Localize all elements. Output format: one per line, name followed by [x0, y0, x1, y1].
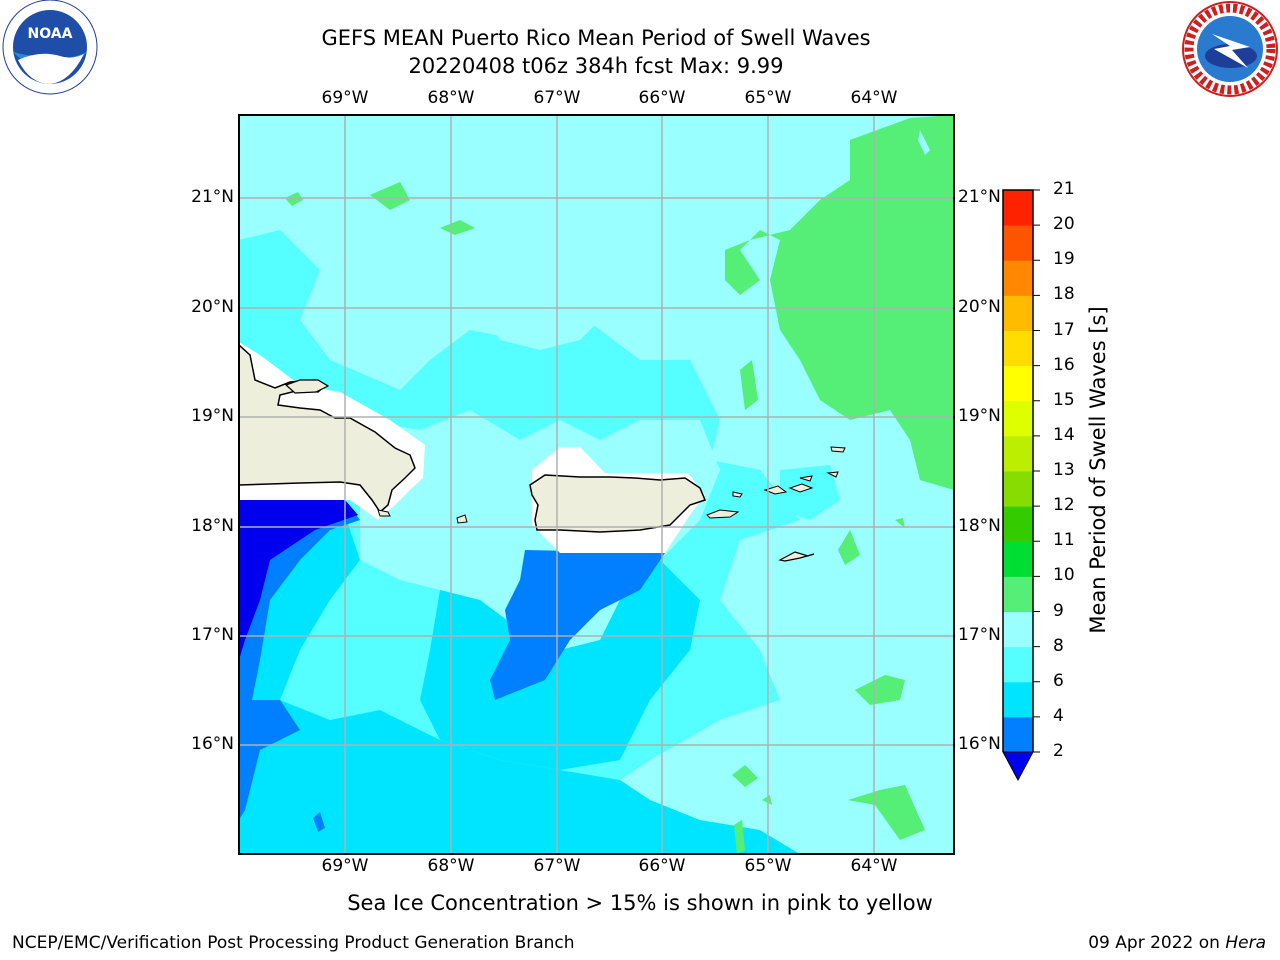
- colorbar-tick-label: 20: [1053, 214, 1075, 235]
- colorbar-segment: [1003, 716, 1033, 753]
- colorbar-segment: [1003, 576, 1033, 612]
- lat-label-right: 18°N: [958, 516, 1001, 536]
- lat-label-left: 20°N: [191, 297, 234, 317]
- lat-label-right: 21°N: [958, 187, 1001, 207]
- colorbar-segment: [1003, 365, 1033, 402]
- colorbar-tick-label: 18: [1053, 284, 1075, 305]
- lon-label-bottom: 68°W: [427, 856, 475, 876]
- lon-label-bottom: 66°W: [638, 856, 686, 876]
- map-frame: [238, 114, 955, 855]
- colorbar-tick-label: 2: [1053, 741, 1064, 761]
- colorbar: [1002, 189, 1040, 782]
- lon-label-top: 67°W: [533, 88, 581, 108]
- colorbar-tick-label: 11: [1053, 530, 1075, 551]
- lon-label-top: 69°W: [321, 88, 369, 108]
- colorbar-tick-label: 6: [1053, 670, 1064, 691]
- colorbar-tick-label: 15: [1053, 389, 1075, 410]
- colorbar-segment: [1003, 190, 1033, 226]
- colorbar-segment: [1003, 646, 1033, 683]
- lon-label-bottom: 64°W: [850, 856, 898, 876]
- colorbar-segment: [1003, 330, 1033, 367]
- colorbar-tick-label: 14: [1053, 424, 1075, 445]
- colorbar-segment: [1003, 435, 1033, 472]
- swell-period-field: [239, 115, 954, 854]
- nws-logo: [1182, 1, 1278, 97]
- colorbar-tick-label: 21: [1053, 179, 1075, 199]
- footer-branch: NCEP/EMC/Verification Post Processing Pr…: [12, 933, 575, 953]
- colorbar-segment: [1003, 400, 1033, 437]
- colorbar-min-extension: [1002, 751, 1034, 782]
- colorbar-tick-label: 17: [1053, 319, 1075, 340]
- colorbar-tick-label: 19: [1053, 249, 1075, 270]
- lat-label-left: 16°N: [191, 734, 234, 754]
- colorbar-segment: [1003, 471, 1033, 507]
- lon-label-bottom: 69°W: [321, 856, 369, 876]
- footer-date-text: 09 Apr 2022 on: [1088, 933, 1220, 953]
- lon-label-top: 68°W: [427, 88, 475, 108]
- lon-label-top: 64°W: [850, 88, 898, 108]
- lon-label-top: 66°W: [638, 88, 686, 108]
- colorbar-segment: [1003, 506, 1033, 542]
- svg-text:NOAA: NOAA: [28, 26, 73, 42]
- colorbar-tick-label: 13: [1053, 460, 1075, 480]
- lat-label-left: 21°N: [191, 187, 234, 207]
- chart-title-line2: 20220408 t06z 384h fcst Max: 9.99: [408, 54, 784, 78]
- colorbar-tick-label: 10: [1053, 565, 1075, 586]
- lat-label-right: 19°N: [958, 406, 1001, 426]
- colorbar-segment: [1003, 611, 1033, 648]
- footer-host: Hera: [1225, 933, 1266, 953]
- colorbar-tick-label: 16: [1053, 354, 1075, 375]
- colorbar-segment: [1003, 225, 1033, 261]
- colorbar-label: Mean Period of Swell Waves [s]: [1086, 306, 1110, 634]
- colorbar-segment: [1003, 681, 1033, 718]
- lon-label-top: 65°W: [744, 88, 792, 108]
- lat-label-right: 16°N: [958, 734, 1001, 754]
- chart-title-line1: GEFS MEAN Puerto Rico Mean Period of Swe…: [321, 26, 871, 50]
- lat-label-right: 17°N: [958, 625, 1001, 645]
- colorbar-tick-label: 9: [1053, 600, 1064, 621]
- map-gridlines: [239, 115, 954, 854]
- lat-label-right: 20°N: [958, 297, 1001, 317]
- colorbar-segment: [1003, 295, 1033, 331]
- lon-label-bottom: 65°W: [744, 856, 792, 876]
- colorbar-segment: [1003, 541, 1033, 577]
- lat-label-left: 18°N: [191, 516, 234, 536]
- colorbar-tick-label: 4: [1053, 705, 1064, 726]
- colorbar-segment: [1003, 260, 1033, 296]
- lat-label-left: 19°N: [191, 406, 234, 426]
- noaa-logo: NOAA: [2, 0, 98, 95]
- lon-label-bottom: 67°W: [533, 856, 581, 876]
- footer-date: 09 Apr 2022 on Hera: [1088, 933, 1266, 953]
- colorbar-tick-label: 8: [1053, 635, 1064, 656]
- colorbar-tick-label: 12: [1053, 495, 1075, 516]
- lat-label-left: 17°N: [191, 625, 234, 645]
- sea-ice-note: Sea Ice Concentration > 15% is shown in …: [347, 891, 933, 915]
